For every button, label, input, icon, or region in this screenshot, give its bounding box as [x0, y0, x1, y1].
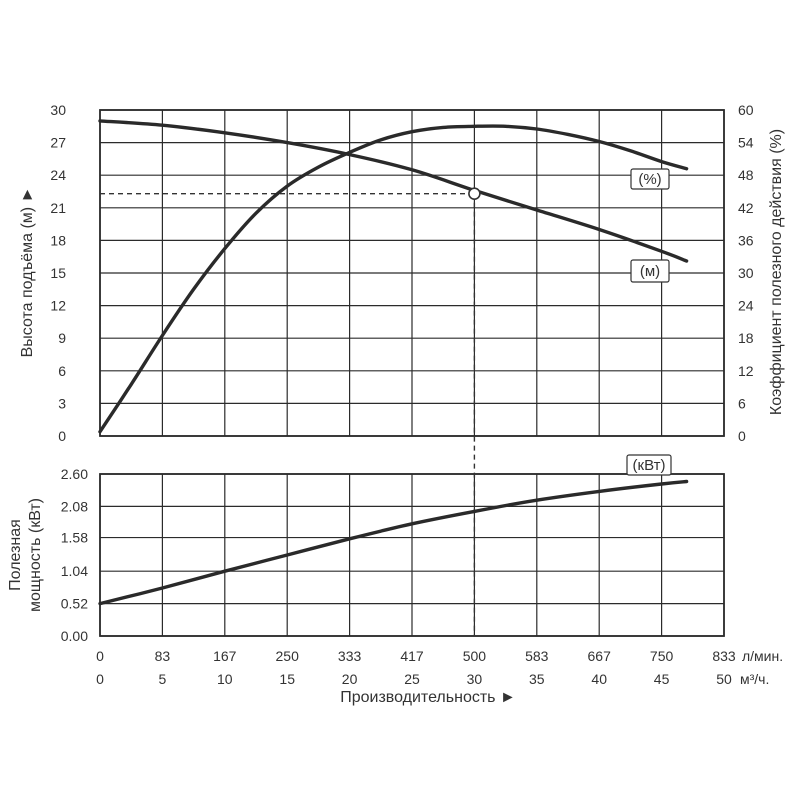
- x-unit-lpm: л/мин.: [742, 648, 783, 664]
- x-tick-m3h: 35: [529, 671, 545, 687]
- x-tick-lpm: 83: [155, 648, 171, 664]
- efficiency-curve: [98, 124, 689, 434]
- head-tick-label: 12: [50, 298, 66, 314]
- x-tick-lpm: 250: [276, 648, 300, 664]
- x-unit-m3h: м³/ч.: [740, 671, 769, 687]
- x-tick-lpm: 667: [588, 648, 612, 664]
- power-tick-label: 2.60: [61, 466, 88, 482]
- power-tick-label: 1.58: [61, 530, 88, 546]
- power-axis-title-line2: мощность (кВт): [27, 498, 44, 612]
- efficiency-tag-label: (%): [638, 171, 661, 188]
- x-tick-m3h: 5: [159, 671, 167, 687]
- efficiency-tag: (%): [630, 168, 670, 190]
- head-tick-label: 0: [58, 428, 66, 444]
- efficiency-tick-label: 36: [738, 232, 754, 248]
- head-tick-label: 3: [58, 395, 66, 411]
- x-tick-lpm: 500: [463, 648, 487, 664]
- power-tick-label: 0.00: [61, 628, 88, 644]
- grid-layer: [99, 109, 725, 637]
- efficiency-tick-label: 0: [738, 428, 746, 444]
- x-tick-lpm: 0: [96, 648, 104, 664]
- efficiency-tick-label: 24: [738, 298, 754, 314]
- power-tick-label: 2.08: [61, 498, 88, 514]
- power-curve: [98, 479, 689, 606]
- head-tick-label: 6: [58, 363, 66, 379]
- x-tick-m3h: 30: [467, 671, 483, 687]
- curve-layer: [98, 119, 689, 606]
- x-tick-lpm: 583: [525, 648, 549, 664]
- efficiency-tick-label: 48: [738, 167, 754, 183]
- head-tick-label: 30: [50, 102, 66, 118]
- x-tick-m3h: 50: [716, 671, 732, 687]
- efficiency-tick-label: 60: [738, 102, 754, 118]
- head-tick-label: 18: [50, 232, 66, 248]
- x-tick-lpm: 750: [650, 648, 674, 664]
- x-axis-title: Производительность ►: [340, 689, 516, 706]
- reference-lines: [100, 192, 476, 636]
- x-tick-m3h: 10: [217, 671, 233, 687]
- power-tick-label: 0.52: [61, 596, 88, 612]
- x-tick-lpm: 833: [712, 648, 736, 664]
- x-tick-m3h: 20: [342, 671, 358, 687]
- efficiency-tick-label: 18: [738, 330, 754, 346]
- x-tick-m3h: 40: [591, 671, 607, 687]
- bottom-panel-frame: [99, 473, 725, 637]
- x-tick-lpm: 333: [338, 648, 362, 664]
- power-tick-label: 1.04: [61, 563, 88, 579]
- head-tick-label: 24: [50, 167, 66, 183]
- power-tag-label: (кВт): [633, 457, 666, 474]
- efficiency-tag-box: [630, 168, 670, 190]
- power-axis-title-line1: Полезная: [7, 519, 24, 591]
- efficiency-tick-label: 12: [738, 363, 754, 379]
- head-tick-label: 27: [50, 135, 66, 151]
- efficiency-tick-label: 42: [738, 200, 754, 216]
- efficiency-tick-label: 54: [738, 135, 754, 151]
- x-tick-m3h: 25: [404, 671, 420, 687]
- head-tag-box: [630, 259, 670, 283]
- x-tick-lpm: 167: [213, 648, 237, 664]
- x-tick-lpm: 417: [400, 648, 424, 664]
- x-tick-m3h: 45: [654, 671, 670, 687]
- x-tick-m3h: 15: [279, 671, 295, 687]
- head-tick-label: 21: [50, 200, 66, 216]
- x-tick-m3h: 0: [96, 671, 104, 687]
- head-curve: [98, 119, 689, 263]
- efficiency-tick-label: 6: [738, 395, 746, 411]
- head-tick-label: 15: [50, 265, 66, 281]
- power-tag-box: [626, 454, 672, 476]
- power-tag: (кВт): [626, 454, 672, 476]
- tick-layer: 036912151821242730061218243036424854600.…: [50, 102, 753, 687]
- head-tag: (м): [630, 259, 670, 283]
- head-axis-title: Высота подъёма (м) ►: [19, 187, 36, 358]
- head-tag-label: (м): [640, 263, 660, 280]
- operating-point-marker: [468, 187, 481, 200]
- head-tick-label: 9: [58, 330, 66, 346]
- top-panel-frame: [99, 109, 725, 437]
- efficiency-axis-title: Коэффициент полезного действия (%): [768, 129, 785, 415]
- efficiency-tick-label: 30: [738, 265, 754, 281]
